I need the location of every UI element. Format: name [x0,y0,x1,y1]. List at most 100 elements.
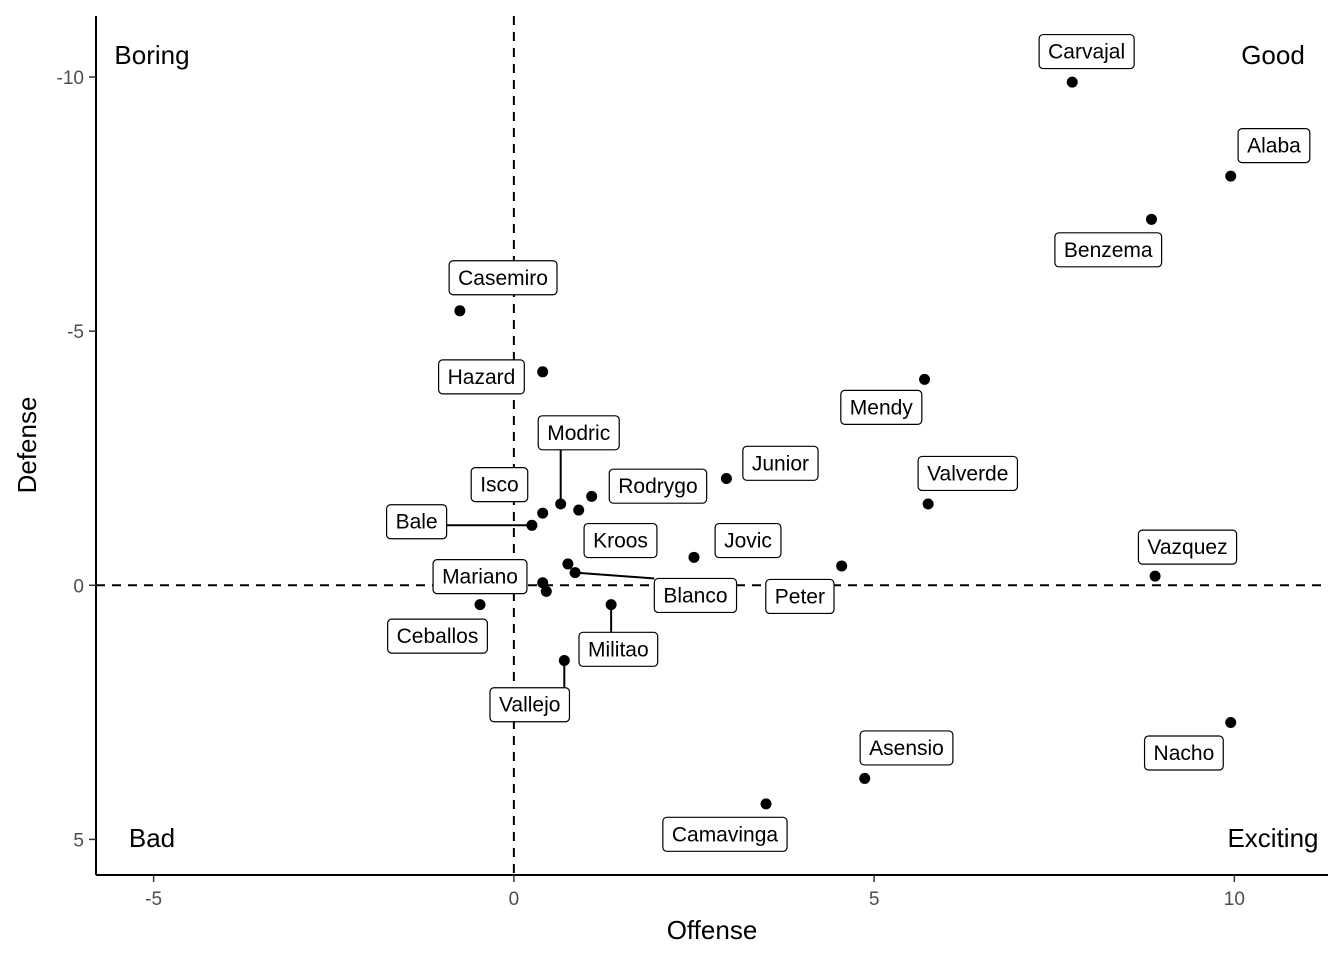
label-box [470,467,529,503]
label-box [840,389,923,425]
point-nacho [1225,717,1237,729]
y-axis-ticks: -10 -5 0 5 [57,68,96,851]
label-text: Vazquez [1147,536,1227,559]
y-tick-label: -10 [57,68,84,89]
label-box [859,730,954,766]
point-hazard [537,366,549,378]
point-benzema [1145,213,1157,225]
x-axis-title: Offense [667,915,758,945]
label-casemiro: Casemiro [448,260,558,296]
point-militao [605,599,617,611]
label-text: Vallejo [499,694,560,717]
label-box [583,522,658,559]
label-text: Casemiro [458,267,548,290]
label-text: Mendy [850,396,914,419]
point-modric [555,498,567,510]
point-vallejo [558,655,570,667]
label-text: Kroos [593,530,648,553]
label-text: Mariano [442,566,518,589]
point-mariano [537,577,549,589]
label-jovic: Jovic [714,522,782,559]
label-junior: Junior [742,445,819,481]
label-text: Hazard [448,366,516,389]
point-carvajal [1066,76,1078,88]
label-text: Junior [752,452,809,475]
y-axis-title: Defense [12,397,42,494]
data-points [454,76,1237,810]
label-box [385,504,448,540]
label-valverde: Valverde [917,455,1019,492]
label-box [1143,735,1224,771]
y-tick-label: -5 [67,322,84,343]
label-text: Modric [547,422,610,445]
label-text: Benzema [1064,239,1153,262]
reference-lines [96,16,1328,875]
label-mariano: Mariano [432,559,528,595]
point-camavinga [760,798,772,810]
label-isco: Isco [470,467,529,503]
label-text: Militao [588,638,649,661]
label-box [608,468,708,504]
label-box [765,578,835,615]
label-text: Carvajal [1048,41,1125,64]
point-asensio [859,772,871,784]
quadrant-label-top-right: Good [1241,40,1305,70]
label-text: Blanco [663,584,727,607]
label-box [742,445,819,481]
label-asensio: Asensio [859,730,954,766]
y-tick-label: 0 [73,576,84,597]
label-box [1038,33,1135,70]
label-text: Peter [775,585,825,608]
label-box [437,359,525,395]
label-blanco: Blanco [653,577,738,614]
label-box [578,631,659,667]
point-kroos [573,504,585,516]
point-casemiro [454,305,466,317]
x-axis-ticks: -5 0 5 10 [145,875,1245,910]
quadrant-label-bottom-left: Bad [129,823,175,853]
label-rodrygo: Rodrygo [608,468,708,504]
label-box [432,559,528,595]
label-militao: Militao [578,631,659,667]
label-text: Rodrygo [618,475,697,498]
quadrant-label-bottom-right: Exciting [1227,823,1318,853]
label-kroos: Kroos [583,522,658,559]
label-benzema: Benzema [1054,232,1163,268]
x-tick-label: 0 [509,889,520,910]
label-box [653,577,738,614]
point-kroos-point [562,558,574,570]
label-ceballos: Ceballos [387,618,488,654]
x-tick-label: -5 [145,889,162,910]
label-text: Asensio [869,737,944,760]
leader-blanco [575,571,655,580]
label-modric: Modric [537,415,620,451]
y-tick-label: 5 [73,830,84,851]
axes [95,16,1328,876]
label-box [537,415,620,451]
point-mariano-point [540,585,552,597]
label-box [489,687,571,723]
x-tick-label: 5 [869,889,880,910]
label-text: Isco [480,474,519,497]
point-alaba [1225,170,1237,182]
point-blanco [569,567,581,579]
label-box [1054,232,1163,268]
label-vazquez: Vazquez [1137,529,1238,565]
label-box [1137,529,1238,565]
x-tick-label: 10 [1224,889,1245,910]
point-junior [720,473,732,485]
point-jovic [688,551,700,563]
point-valverde [922,498,934,510]
label-box [1237,128,1311,164]
label-hazard: Hazard [437,359,525,395]
label-mendy: Mendy [840,389,923,425]
label-alaba: Alaba [1237,128,1311,164]
point-ceballos [474,599,486,611]
point-bale [526,519,538,531]
label-box [714,522,782,559]
label-camavinga: Camavinga [662,816,788,852]
point-vazquez [1149,570,1161,582]
label-box [917,455,1019,492]
label-box [448,260,558,296]
point-mendy [919,373,931,385]
